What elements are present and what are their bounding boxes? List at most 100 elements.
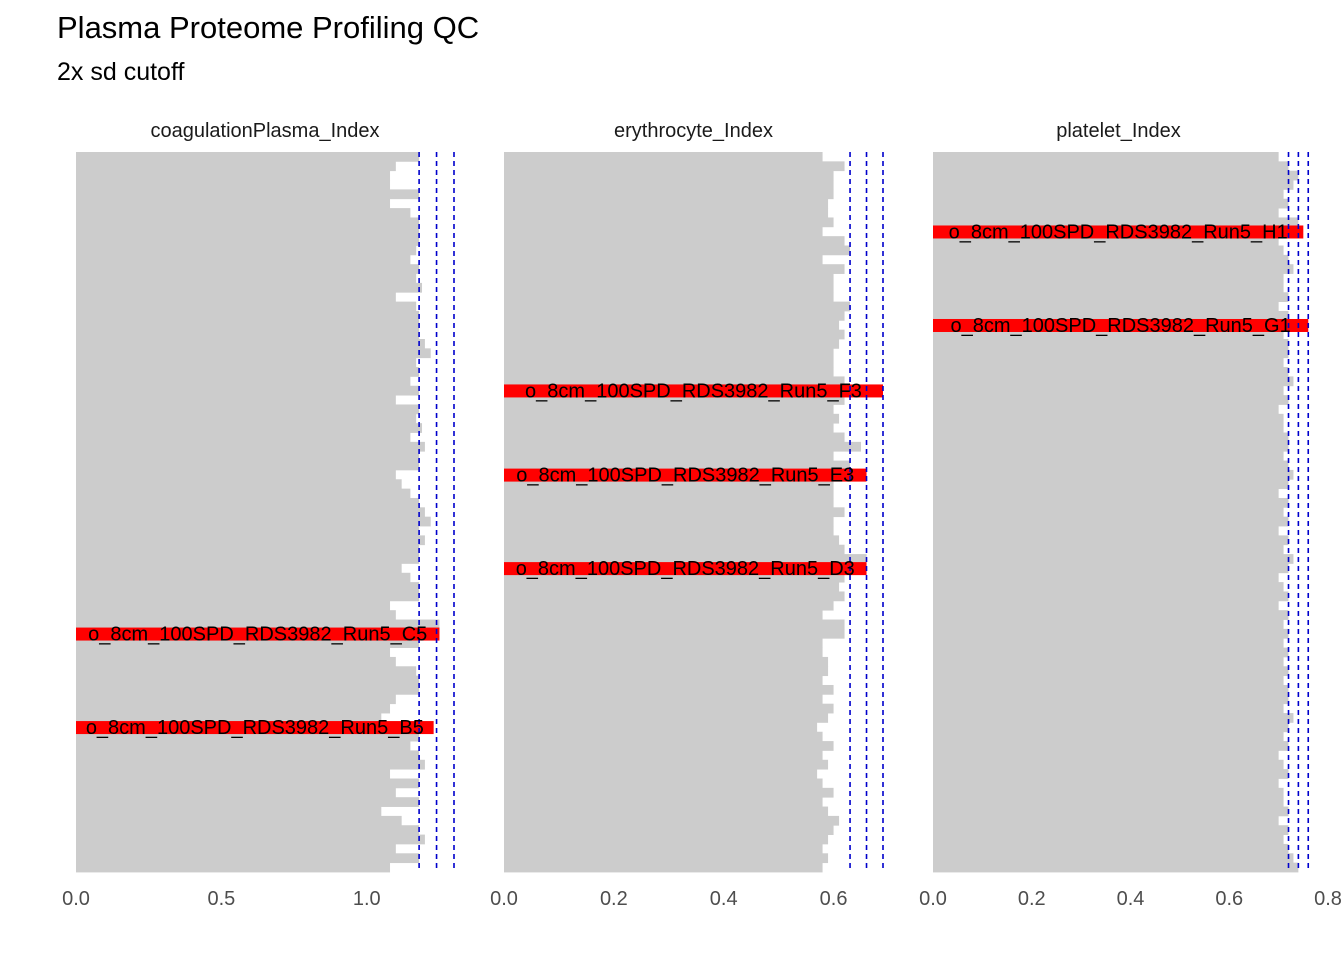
bar	[504, 703, 834, 714]
bar	[933, 628, 1289, 639]
bar	[76, 750, 420, 761]
bar	[76, 572, 411, 583]
bar	[504, 170, 834, 181]
bar	[933, 684, 1289, 695]
bar	[504, 628, 845, 639]
bar	[933, 310, 1289, 321]
bar	[933, 292, 1289, 303]
bar	[933, 834, 1284, 845]
bar	[933, 301, 1279, 312]
bar	[76, 526, 420, 536]
x-tick-label: 0.2	[600, 888, 628, 910]
bar	[504, 666, 829, 677]
bar	[76, 441, 425, 452]
bar	[504, 638, 823, 648]
bar	[933, 479, 1289, 490]
bar	[933, 647, 1289, 658]
outlier-label: o_8cm_100SPD_RDS3982_Run5_E3	[516, 465, 854, 487]
bar	[76, 208, 411, 218]
bar	[504, 198, 829, 209]
bar	[933, 254, 1289, 265]
bar	[933, 432, 1289, 443]
bar	[933, 404, 1279, 415]
bar	[933, 208, 1279, 218]
bar	[504, 282, 834, 293]
bar	[76, 507, 425, 518]
bar	[76, 236, 420, 246]
bar	[76, 152, 420, 162]
bar	[76, 769, 391, 779]
bar	[76, 834, 425, 845]
bar	[933, 862, 1299, 873]
bar	[933, 516, 1289, 527]
bar	[76, 666, 417, 677]
bar	[504, 825, 834, 835]
bar	[504, 806, 829, 817]
bar	[933, 563, 1289, 574]
bar	[76, 367, 420, 377]
bar	[76, 170, 391, 181]
bar	[504, 572, 845, 583]
bar	[933, 236, 1279, 246]
bar	[76, 862, 391, 873]
bar	[76, 759, 425, 770]
bar	[933, 591, 1289, 602]
bar	[76, 713, 382, 723]
bar	[76, 180, 391, 190]
bar	[933, 385, 1284, 396]
bar	[76, 703, 391, 714]
bar	[76, 245, 417, 256]
outlier-label: o_8cm_100SPD_RDS3982_Run5_C5	[88, 624, 427, 646]
bar	[76, 582, 420, 592]
bar	[504, 310, 845, 321]
chart-subtitle: 2x sd cutoff	[57, 58, 185, 86]
facet-panel-coagulationPlasma_Index: coagulationPlasma_Index o_8cm_100SPD_RDS3…	[62, 120, 455, 910]
bar	[933, 526, 1279, 536]
bar	[933, 170, 1299, 181]
bar	[76, 469, 396, 480]
bar	[504, 731, 823, 742]
bar	[933, 376, 1294, 387]
bar	[933, 451, 1284, 461]
bar	[504, 348, 834, 359]
bar	[933, 778, 1279, 789]
x-tick-label: 0.0	[919, 888, 947, 910]
x-tick-label: 0.2	[1018, 888, 1046, 910]
bar	[76, 675, 420, 686]
bar	[76, 292, 396, 303]
bar	[504, 694, 823, 705]
bar	[504, 544, 845, 555]
bar	[504, 329, 845, 340]
outlier-bar	[76, 627, 440, 641]
bar	[76, 198, 391, 209]
bar	[504, 217, 834, 228]
outlier-bar	[504, 468, 867, 482]
facet-panel-platelet_Index: platelet_Index o_8cm_100SPD_RDS3982_Run5_…	[919, 120, 1342, 910]
bar	[933, 413, 1284, 424]
bar	[504, 423, 834, 433]
bar	[76, 226, 420, 237]
bar	[76, 189, 420, 200]
bar	[504, 600, 834, 611]
bar	[76, 825, 420, 835]
bar	[504, 853, 829, 864]
bar	[76, 516, 431, 527]
bar	[504, 516, 834, 527]
outlier-bar	[76, 721, 434, 735]
bar	[76, 217, 420, 228]
x-tick-label: 0.8	[1314, 888, 1342, 910]
bar	[504, 554, 867, 564]
bar	[504, 862, 823, 873]
facet-title: platelet_Index	[1056, 120, 1181, 142]
bar	[933, 357, 1284, 368]
bar	[504, 395, 845, 405]
bar	[76, 404, 420, 415]
bar	[933, 189, 1284, 200]
bar	[504, 451, 834, 461]
bar	[933, 675, 1284, 686]
bar	[76, 741, 411, 751]
bar	[504, 301, 851, 312]
outlier-bar	[933, 318, 1309, 332]
bar	[76, 684, 420, 695]
bar	[76, 591, 420, 602]
